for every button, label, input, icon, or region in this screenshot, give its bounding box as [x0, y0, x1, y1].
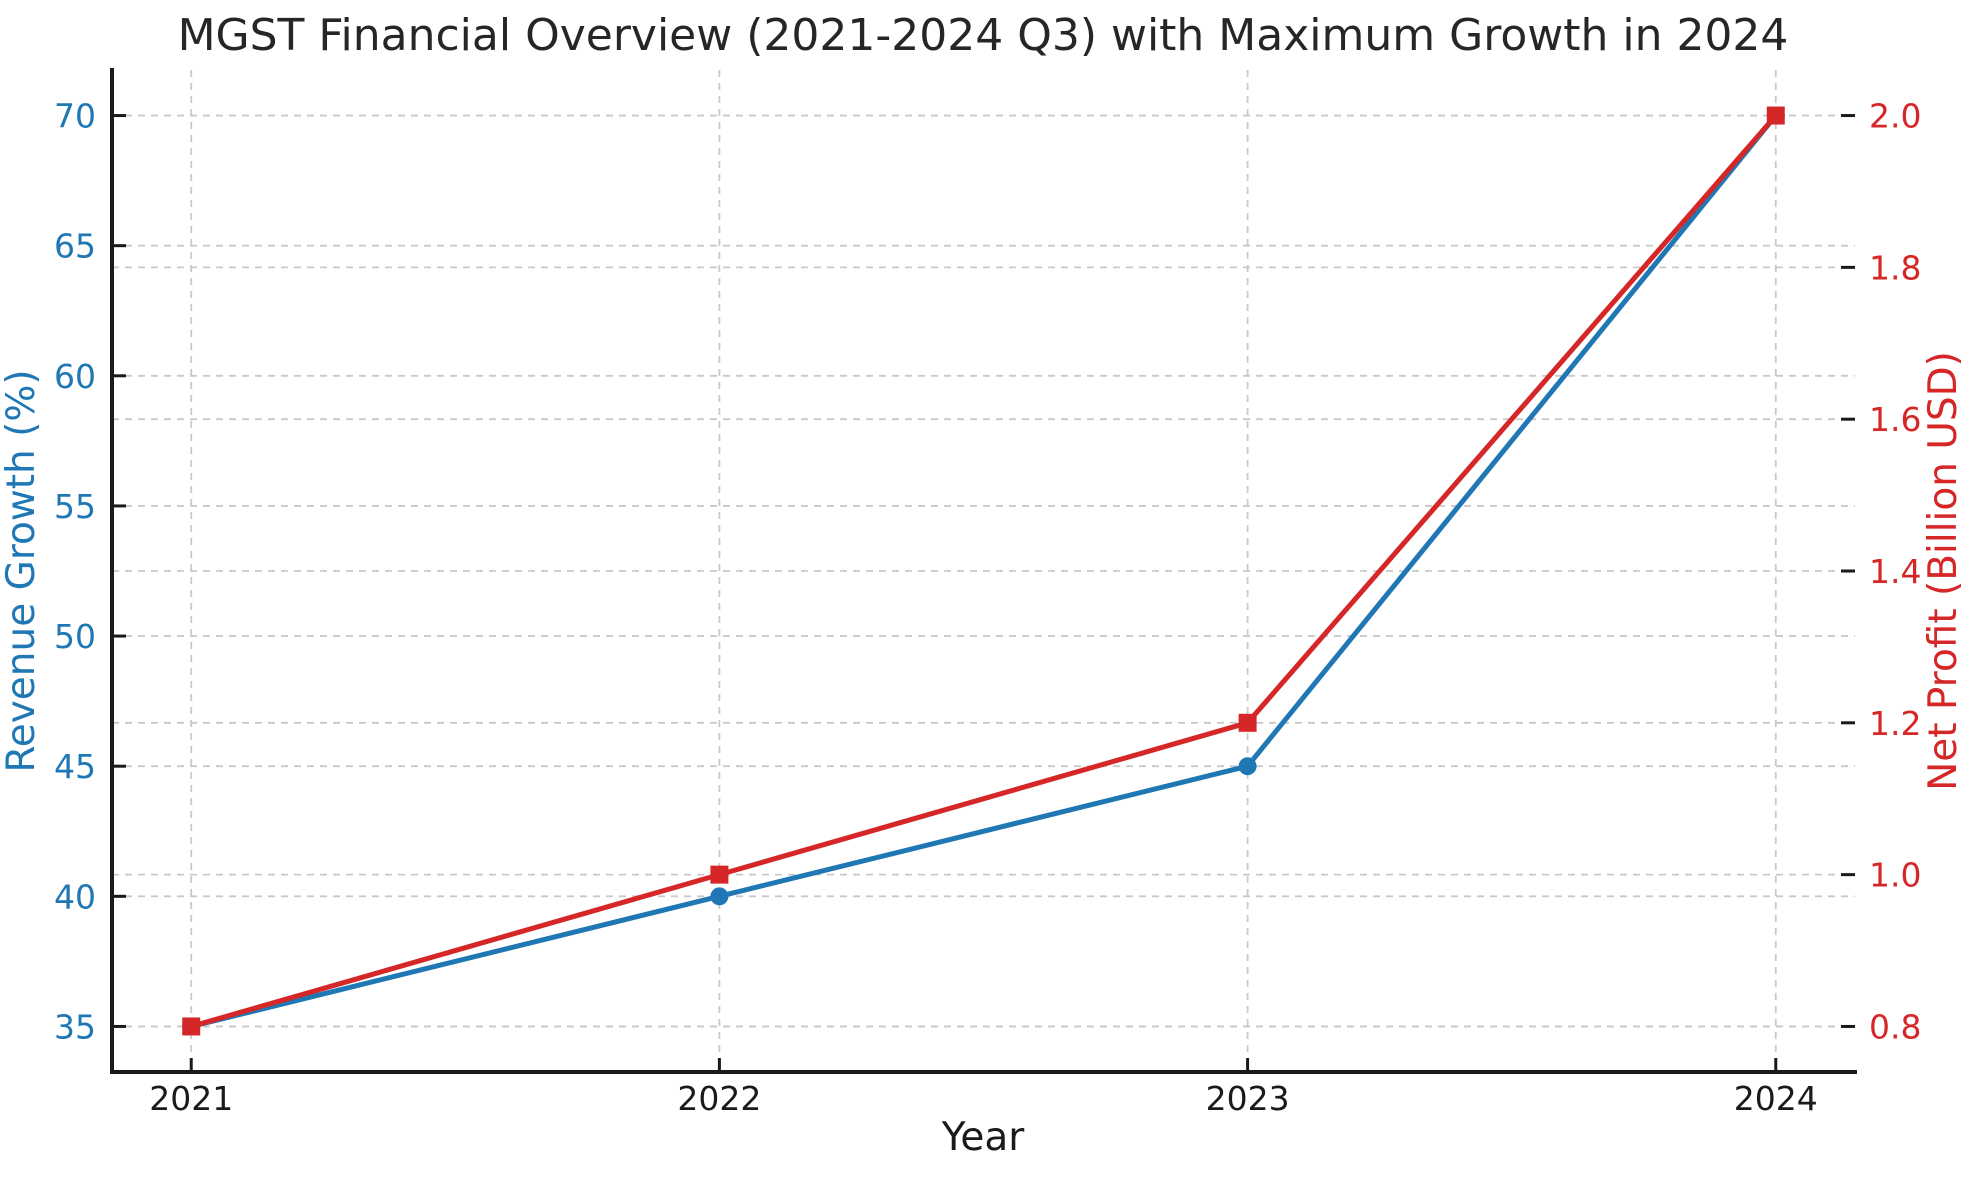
net-profit-marker [1766, 106, 1785, 125]
net-profit-marker [710, 865, 729, 884]
right-axis-label: Net Profit (Billion USD) [1921, 351, 1966, 791]
axes-layer [110, 68, 1857, 1074]
right-tick-label: 1.2 [1869, 704, 1921, 743]
chart-title: MGST Financial Overview (2021-2024 Q3) w… [178, 10, 1789, 61]
x-tick-label: 2021 [149, 1079, 233, 1118]
left-tick-label: 35 [54, 1007, 96, 1046]
x-tick-label: 2022 [677, 1079, 761, 1118]
grid-layer [112, 70, 1855, 1072]
left-tick-label: 60 [54, 357, 96, 396]
net-profit-line [188, 113, 1779, 1029]
net-profit-marker [1238, 713, 1257, 732]
left-tick-label: 55 [54, 487, 96, 526]
right-tick-label: 1.8 [1869, 248, 1921, 287]
right-tick-label: 0.8 [1869, 1007, 1921, 1046]
left-tick-label: 70 [54, 97, 96, 136]
right-tick-label: 1.4 [1869, 552, 1921, 591]
right-tick-label: 2.0 [1869, 97, 1921, 136]
left-axis-label: Revenue Growth (%) [0, 369, 44, 772]
x-axis-label: Year [941, 1115, 1026, 1160]
left-tick-label: 50 [54, 617, 96, 656]
left-tick-label: 40 [54, 877, 96, 916]
net-profit-marker [182, 1017, 201, 1036]
tick-label-layer: 35 40 45 50 55 60 65 70 0.8 1.0 1.2 1.4 1.6 1.8 2.0 202… [54, 97, 1921, 1118]
x-tick-label: 2023 [1206, 1079, 1290, 1118]
revenue-growth-line [188, 113, 1779, 1029]
x-tick-label: 2024 [1734, 1079, 1818, 1118]
revenue-growth-marker [1238, 757, 1257, 776]
series-layer [182, 106, 1785, 1036]
right-tick-label: 1.0 [1869, 856, 1921, 895]
left-tick-label: 65 [54, 227, 96, 266]
left-tick-label: 45 [54, 747, 96, 786]
right-tick-label: 1.6 [1869, 400, 1921, 439]
revenue-growth-marker [710, 887, 729, 906]
